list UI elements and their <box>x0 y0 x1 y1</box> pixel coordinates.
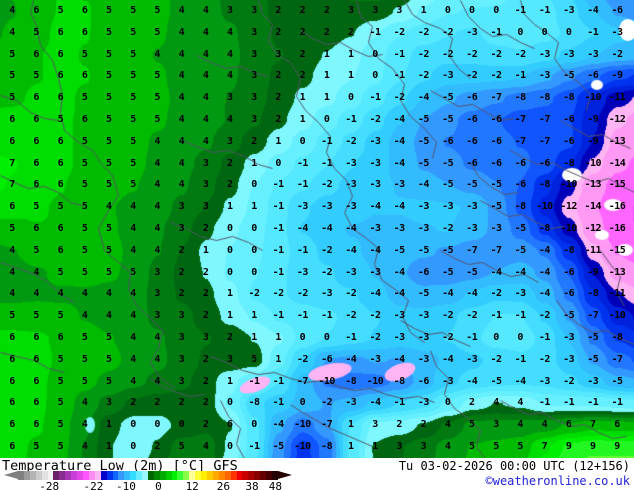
legend-color-swatch <box>106 471 113 480</box>
legend-color-swatch <box>236 471 243 480</box>
legend-color-swatch <box>18 471 24 480</box>
legend-color-swatch <box>41 471 48 480</box>
legend-color-swatch <box>177 471 184 480</box>
copyright-credit: ©weatheronline.co.uk <box>485 474 631 488</box>
legend-tick-label: -10 <box>115 480 136 490</box>
legend-color-swatch <box>142 471 148 480</box>
legend-color-swatch <box>271 471 278 480</box>
temperature-field-canvas <box>0 0 634 458</box>
legend-color-swatch <box>147 471 154 480</box>
legend-color-swatch <box>165 471 172 480</box>
legend-color-swatch <box>212 471 219 480</box>
legend-tick-labels: -28 -22 -10 0 12 26 38 48 <box>18 480 282 490</box>
legend-color-swatch <box>153 471 160 480</box>
forecast-run-info: Tu 03-02-2026 00:00 UTC (12+156) <box>398 459 630 473</box>
legend-tick-label: 26 <box>216 480 231 490</box>
legend-tick-label: -22 <box>83 480 104 490</box>
legend-color-swatch <box>183 471 190 480</box>
legend-color-swatch <box>47 471 54 480</box>
legend-color-swatch <box>71 471 78 480</box>
map-title: Temperature Low (2m) [°C] GFS <box>2 458 238 474</box>
legend-tick-label: 48 <box>268 480 283 490</box>
legend-color-swatch <box>124 471 131 480</box>
legend-tick-label: 0 <box>155 480 162 490</box>
legend-color-swatch <box>248 471 255 480</box>
legend-color-swatch <box>94 471 101 480</box>
legend-color-swatch <box>195 471 202 480</box>
legend-color-swatch <box>207 471 213 480</box>
legend-color-strip <box>18 471 278 480</box>
legend-tick-label: 12 <box>185 480 199 490</box>
legend-color-swatch <box>130 471 137 480</box>
legend-color-swatch <box>260 471 267 480</box>
legend-low-arrow-icon <box>4 471 18 479</box>
legend-color-swatch <box>53 471 60 480</box>
legend-color-swatch <box>218 471 225 480</box>
map-footer: Temperature Low (2m) [°C] GFS Tu 03-02-2… <box>0 458 634 490</box>
legend-color-swatch <box>88 471 95 480</box>
temperature-map[interactable]: 4 6 5 6 5 5 5 4 4 3 3 2 2 2 3 3 3 1 0 0 0 -1 -1 -3 -4 -6 4 5 6 6 5 5 5 4 4… <box>0 0 634 458</box>
legend-color-swatch <box>35 471 42 480</box>
legend-color-swatch <box>82 471 89 480</box>
legend-tick-label: 38 <box>245 480 259 490</box>
legend-color-swatch <box>29 471 36 480</box>
legend-color-swatch <box>242 471 249 480</box>
legend-color-swatch <box>118 471 125 480</box>
legend-high-arrow-icon <box>278 471 292 479</box>
legend-color-swatch <box>266 471 272 480</box>
legend-color-swatch <box>136 471 143 480</box>
legend-color-swatch <box>59 471 66 480</box>
legend-color-swatch <box>112 471 119 480</box>
color-scale-legend <box>4 471 292 480</box>
legend-color-swatch <box>189 471 196 480</box>
legend-color-swatch <box>65 471 72 480</box>
legend-color-swatch <box>77 471 83 480</box>
legend-color-swatch <box>159 471 166 480</box>
legend-color-swatch <box>201 471 207 480</box>
legend-color-swatch <box>254 471 261 480</box>
legend-color-swatch <box>171 471 178 480</box>
legend-color-swatch <box>230 471 237 480</box>
legend-color-swatch <box>23 471 30 480</box>
legend-color-swatch <box>224 471 231 480</box>
legend-color-swatch <box>100 471 107 480</box>
legend-tick-label: -28 <box>39 480 60 490</box>
